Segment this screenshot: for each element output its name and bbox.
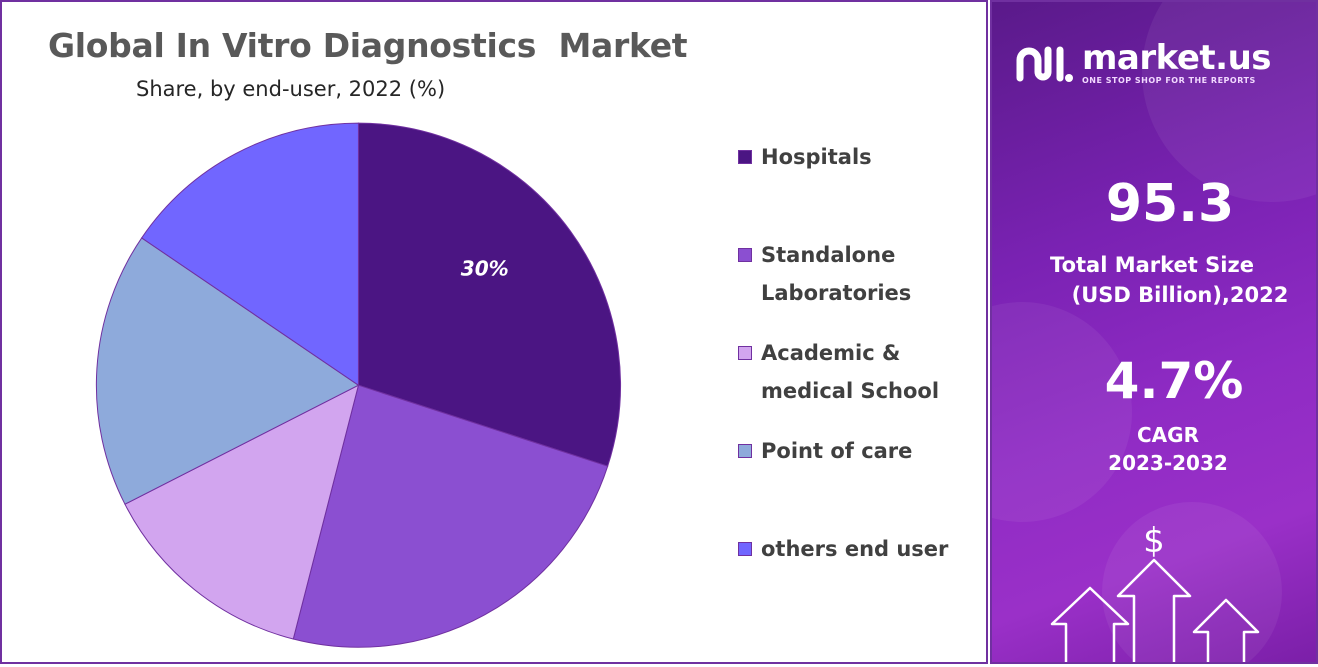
cagr-value: 4.7% [1104, 352, 1244, 410]
pie-slice-point-of-care [95, 237, 360, 505]
pie-slice-standalone-laboratories [292, 384, 609, 648]
brand-logo: market.us ONE STOP SHOP FOR THE REPORTS [1014, 38, 1272, 88]
decorative-circle [992, 302, 1132, 522]
legend-swatch-others-end-user [738, 542, 752, 556]
cagr-label: CAGR [1137, 423, 1199, 447]
pie-data-label: 30% [461, 256, 509, 280]
pie-slice-hospitals [357, 122, 621, 467]
legend-label-standalone-laboratories: Standalone Laboratories [761, 243, 912, 305]
brand-tagline: ONE STOP SHOP FOR THE REPORTS [1082, 76, 1256, 85]
legend-label-others-end-user: others end user [761, 537, 949, 561]
legend-item-point-of-care: Point of care [738, 432, 978, 470]
legend-item-hospitals: Hospitals [738, 138, 978, 176]
pie-chart: 30% [95, 122, 621, 648]
legend-swatch-academic-medical-school [738, 346, 752, 360]
chart-panel: Global In Vitro Diagnostics Market Share… [0, 0, 988, 664]
legend-item-standalone-laboratories: Standalone Laboratories [738, 236, 978, 312]
legend-label-point-of-care: Point of care [761, 439, 913, 463]
legend-swatch-hospitals [738, 150, 752, 164]
summary-panel: market.us ONE STOP SHOP FOR THE REPORTS … [990, 0, 1318, 664]
currency-symbol: $ [1143, 521, 1165, 561]
pie-slice-academic-medical-school [124, 384, 360, 640]
cagr-period: 2023-2032 [1108, 451, 1228, 475]
legend-item-academic-medical-school: Academic & medical School [738, 334, 978, 410]
market-size-label-line2: (USD Billion),2022 [1071, 283, 1289, 307]
growth-arrows-icon: $ [1050, 521, 1260, 662]
legend-swatch-standalone-laboratories [738, 248, 752, 262]
market-us-logo-icon [1016, 46, 1073, 82]
legend-label-academic-medical-school: Academic & medical School [761, 341, 940, 403]
market-size-label-line1: Total Market Size [1050, 253, 1254, 277]
decorative-circle [1142, 2, 1316, 202]
market-size-value: 95.3 [1105, 174, 1235, 234]
chart-subtitle: Share, by end-user, 2022 (%) [136, 77, 446, 101]
chart-title: Global In Vitro Diagnostics Market [48, 26, 688, 65]
legend-label-hospitals: Hospitals [761, 145, 872, 169]
brand-name: market.us [1082, 38, 1272, 78]
pie-slice-others-end-user [140, 122, 359, 387]
legend-item-others-end-user: others end user [738, 530, 978, 568]
legend-swatch-point-of-care [738, 444, 752, 458]
